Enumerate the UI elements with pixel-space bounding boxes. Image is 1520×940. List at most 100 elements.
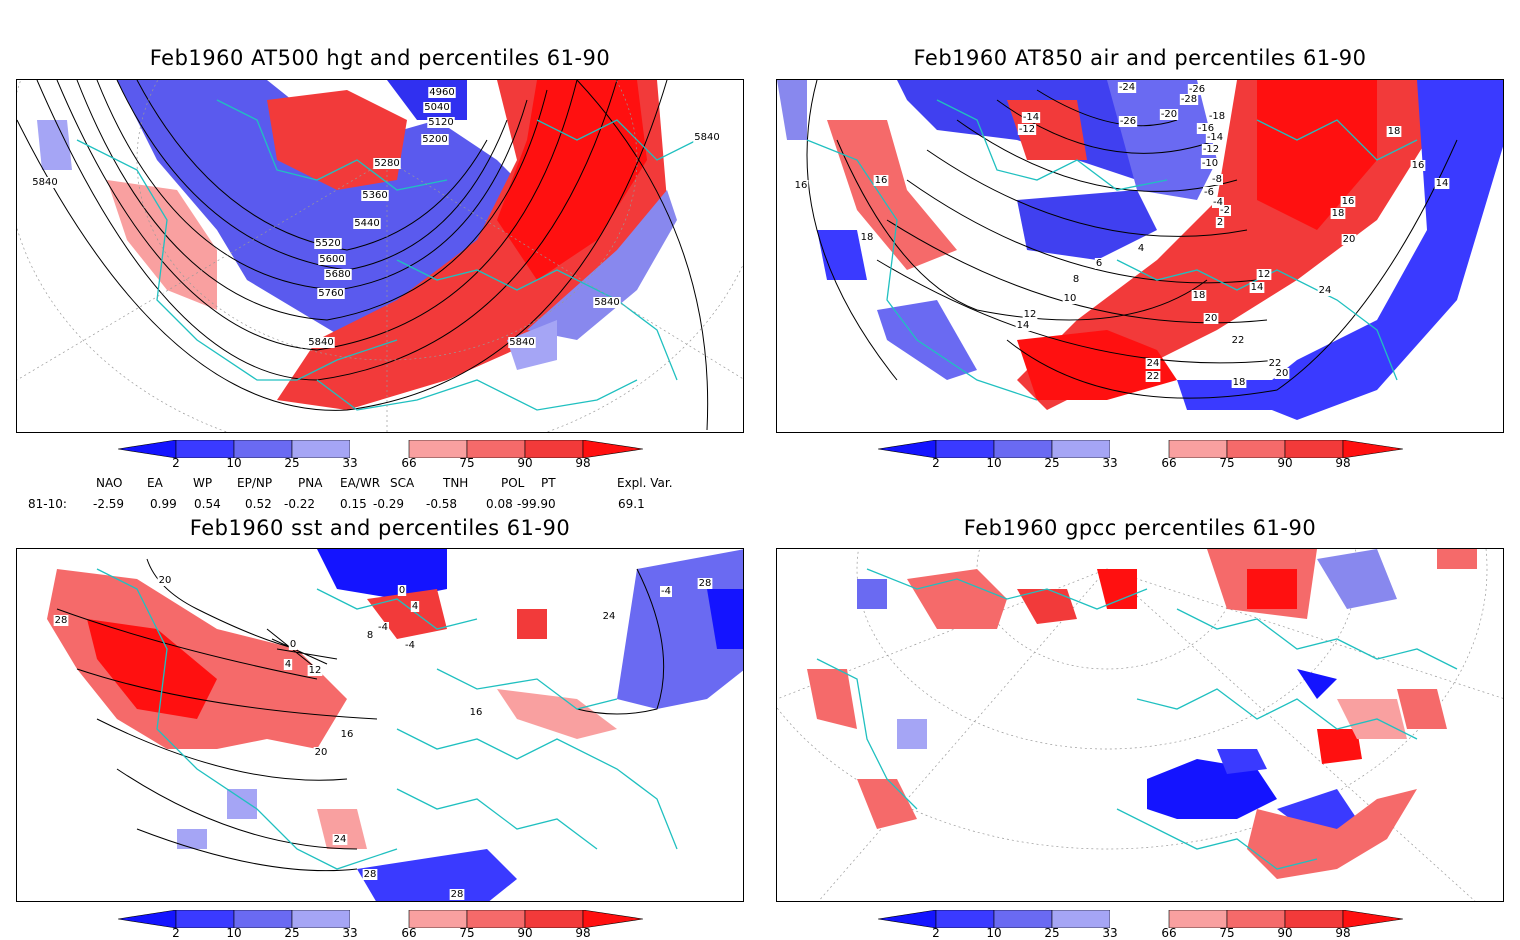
contour-label-bg [1117,82,1137,93]
colorbar-label: 10 [226,926,242,940]
contour-label: 5840 [509,337,534,348]
index-value: 0.52 [245,497,272,511]
colorbar-2-labels: 2 10 25 33 66 75 90 98 [878,456,1403,470]
contour-label: 22 [1269,358,1282,369]
contour-label-bg [365,630,375,641]
panel-4-map-svg [777,549,1503,901]
colorbar-3-labels: 2 10 25 33 66 75 90 98 [118,926,643,940]
contour-label-bg [859,232,875,243]
index-value: -0.22 [284,497,316,511]
contour-label-bg [873,175,889,186]
panel-2-title: Feb1960 AT850 air and percentiles 61-90 [913,46,1367,70]
contour-label-bg [593,297,621,308]
contour-label-bg [1015,320,1031,331]
contour-label: 10 [1064,293,1077,304]
contour-label: -4 [405,640,415,651]
colorbar-label: 66 [1161,926,1177,940]
contour-label-bg [1196,123,1216,134]
panel-4-map [776,548,1504,902]
index-header: PNA [298,476,323,490]
contour-label: 20 [159,575,172,586]
colorbar-3-svg [117,909,644,929]
index-value: 0.54 [194,497,221,511]
contour-label: 14 [1017,320,1030,331]
colorbar-label: 66 [1161,456,1177,470]
contour-label: 0 [290,639,296,650]
colorbar-label: 75 [459,456,475,470]
contour-label-bg [1179,94,1199,105]
colorbar-label: 75 [1219,456,1235,470]
contour-label-bg [1203,313,1219,324]
contour-label: 20 [1276,368,1289,379]
index-header: EP/NP [237,476,273,490]
contour-label-bg [1219,205,1231,216]
contour-label-bg [1145,371,1161,382]
colorbar-label: 98 [1335,456,1351,470]
contour-label-bg [1203,187,1215,198]
contour-label: -8 [1212,174,1222,185]
index-value: 0.99 [150,497,177,511]
colorbar-label: 33 [342,926,358,940]
anomaly-fill [37,80,677,410]
contour-label: 5280 [374,158,399,169]
contour-label-bg [31,177,59,188]
contour-label-bg [1017,124,1037,135]
index-row-label: 81-10: [28,497,67,511]
contour-label: 24 [603,611,616,622]
contour-label-bg [1136,243,1146,254]
colorbar-3 [117,909,644,929]
contour-label-bg [1118,116,1138,127]
contour-label: -26 [1189,84,1205,95]
contour-label: 4 [285,659,291,670]
contour-label-bg [1021,112,1041,123]
index-header: SCA [390,476,415,490]
contour-label-bg [1330,208,1346,219]
contour-label: 28 [451,889,464,900]
colorbar-label: 90 [517,456,533,470]
panel-1-title: Feb1960 AT500 hgt and percentiles 61-90 [149,46,611,70]
contour-label: 5440 [354,218,379,229]
colorbar-label: 90 [1277,456,1293,470]
contour-label-bg [362,869,378,880]
contour-label-bg [1071,274,1081,285]
contour-label: 16 [1412,160,1425,171]
contour-label-bg [288,639,298,650]
index-header: PT [541,476,556,490]
colorbar-label: 2 [172,456,180,470]
coastlines [96,568,678,870]
contour-label-bg [1159,109,1179,120]
contour-label: 4960 [429,87,454,98]
contour-label-bg [449,889,465,900]
contour-label-bg [468,707,484,718]
contour-label-bg [1022,309,1038,320]
colorbar-4-labels: 2 10 25 33 66 75 90 98 [878,926,1403,940]
contour-label: 12 [1258,269,1271,280]
contour-label: -24 [1119,82,1135,93]
contour-label: 5200 [422,134,447,145]
index-value: 0.08 [486,497,513,511]
index-header: TNH [443,476,469,490]
colorbar-label: 98 [575,456,591,470]
contour-label-bg [1094,258,1104,269]
contour-label: 16 [1342,196,1355,207]
contour-label-bg [1212,197,1224,208]
contour-labels: 20 28 0 4 8 -4 -4 4 0 12 16 16 20 24 28 … [53,575,713,900]
contour-label-bg [1386,126,1402,137]
contour-label: 28 [55,615,68,626]
contour-label: -28 [1181,94,1197,105]
contour-label-bg [660,586,672,597]
contour-label: -18 [1209,111,1225,122]
contour-label: 5360 [362,190,387,201]
contour-label-bg [1410,160,1426,171]
panel-2-map: -24 -26 -28 -14 -12 -26 -20 -18 -16 -14 … [776,79,1504,433]
index-header: EA/WR [340,476,381,490]
contour-label: 18 [1193,290,1206,301]
contour-label: 16 [875,175,888,186]
contour-labels: 4960 5040 5120 5200 5280 5360 5440 5520 … [31,87,721,348]
contour-label-bg [317,288,345,299]
contour-label: 18 [1388,126,1401,137]
colorbar-1 [117,439,644,459]
index-header: Expl. Var. [617,476,673,490]
colorbar-4 [877,909,1404,929]
contour-label: 8 [367,630,373,641]
